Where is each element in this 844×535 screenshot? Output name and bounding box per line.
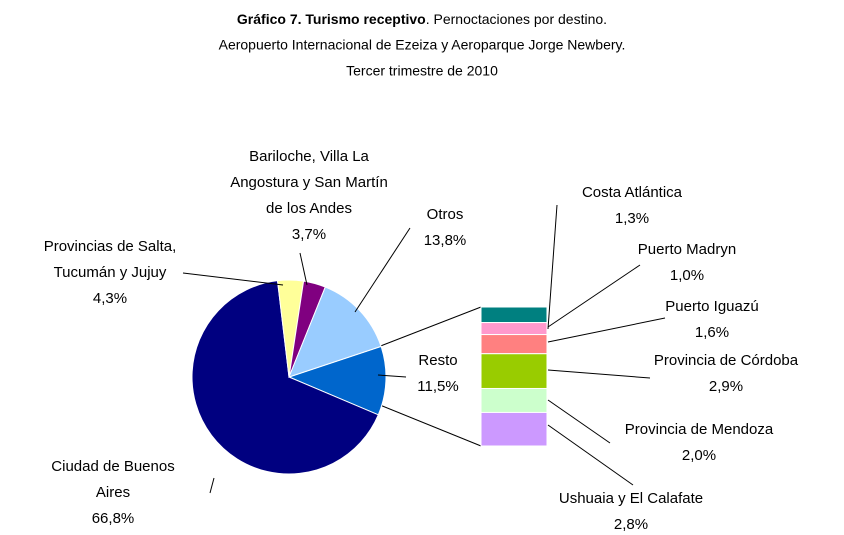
chart-title-line: Gráfico 7. Turismo receptivo. Pernoctaci… [237,11,607,27]
leader-line [547,369,651,379]
leader-line [547,399,611,444]
bar-segment [480,387,548,413]
leader-line [299,252,308,286]
bar-segment [480,411,548,447]
bar-value-label: 1,0% [670,267,704,284]
bar-label: Costa Atlántica [582,184,683,201]
leader-line [547,424,634,486]
bar-segment [480,334,548,355]
leader-line [209,477,215,494]
leader-line [547,317,666,343]
connector [377,306,482,348]
connector [379,404,482,447]
chart-subtitle: Tercer trimestre de 2010 [346,63,498,79]
slice-label: Ciudad de Buenos Aires [51,458,174,501]
bar-segment [480,353,548,389]
chart-subtitle: . Pernoctaciones por destino. [426,11,607,27]
slice-label: Bariloche, Villa La Angostura y San Martí… [230,148,388,217]
bar-label: Puerto Iguazú [665,298,758,315]
leader-line [547,264,641,328]
bar-value-label: 1,6% [695,324,729,341]
bar-value-label: 2,9% [709,378,743,395]
pie-slice [191,280,379,475]
slice-label: Otros [427,206,464,223]
pie-slice [288,286,382,378]
bar-label: Puerto Madryn [638,241,736,258]
slice-value-label: 11,5% [417,378,458,395]
bar-value-label: 1,3% [615,210,649,227]
slice-value-label: 66,8% [92,510,135,527]
leader-line [547,204,558,330]
leader-line [182,272,284,286]
bar-label: Provincia de Córdoba [654,352,799,369]
leader-line [377,374,407,378]
bar-segment [480,306,548,324]
slice-value-label: 4,3% [93,290,127,307]
bar-label: Provincia de Mendoza [625,421,774,438]
leader-line [354,227,411,313]
chart-subtitle: Aeropuerto Internacional de Ezeiza y Aer… [219,37,626,53]
slice-label: Resto [418,352,457,369]
chart-title: Gráfico 7. Turismo receptivo [237,11,426,27]
pie-slice [287,345,387,416]
bar-value-label: 2,0% [682,447,716,464]
slice-value-label: 13,8% [424,232,467,249]
slice-value-label: 3,7% [292,226,326,243]
bar-segment [480,322,548,336]
slice-label: Provincias de Salta, Tucumán y Jujuy [44,238,177,281]
bar-value-label: 2,8% [614,516,648,533]
bar-label: Ushuaia y El Calafate [559,490,703,507]
